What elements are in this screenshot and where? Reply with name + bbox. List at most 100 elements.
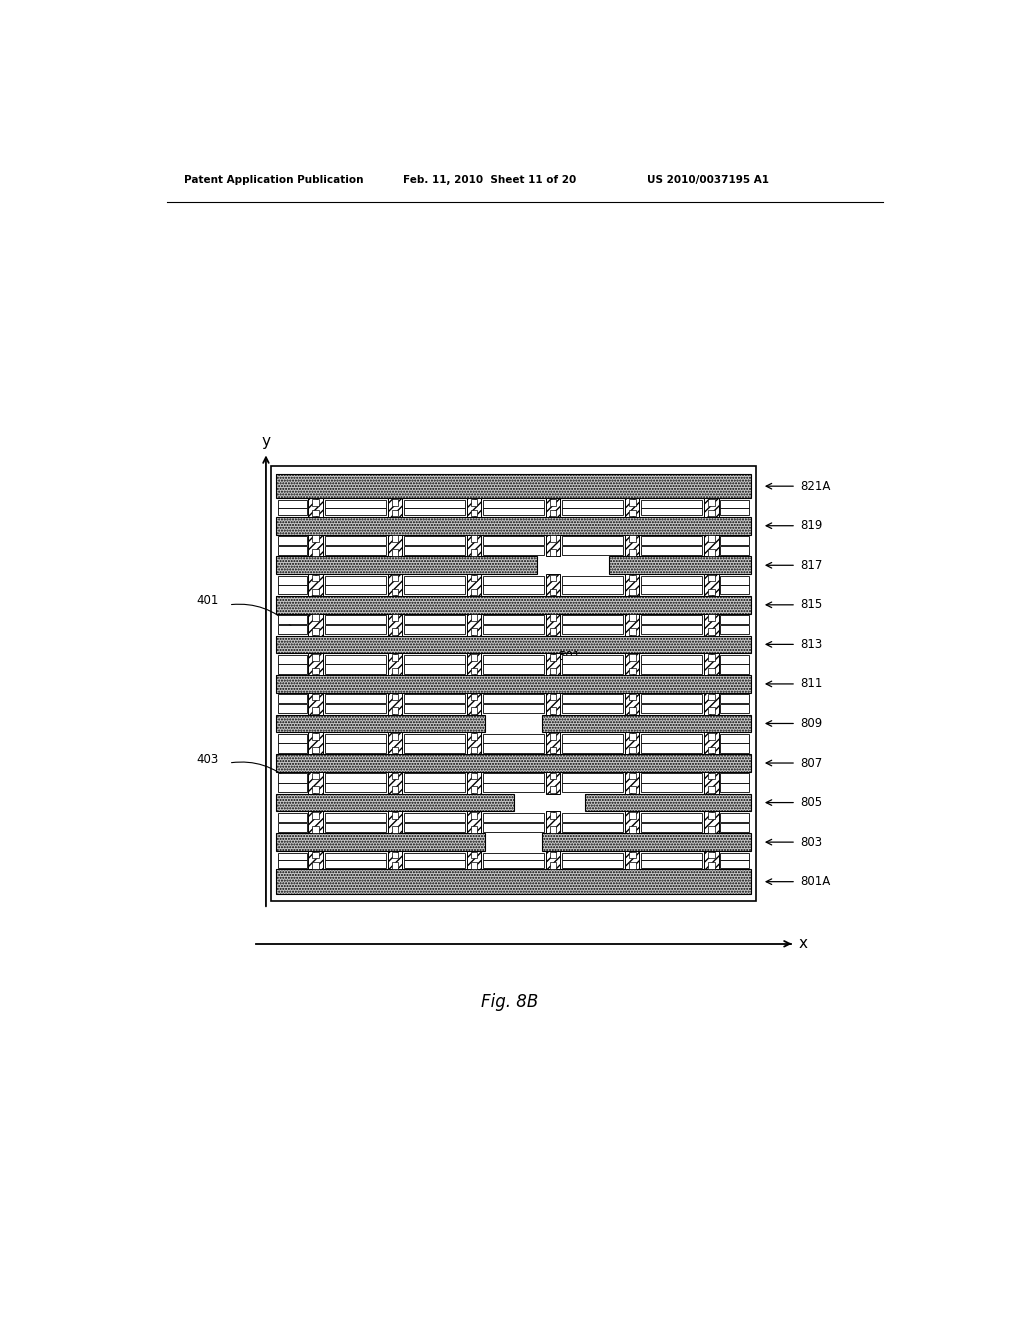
Bar (550, 862, 556, 869)
Bar (709, 589, 715, 595)
Text: Feb. 11, 2010  Sheet 11 of 20: Feb. 11, 2010 Sheet 11 of 20 (403, 176, 577, 185)
Bar (626, 535, 640, 557)
Bar (471, 862, 477, 869)
Bar (550, 536, 556, 543)
Bar (403, 664, 465, 673)
Bar (483, 545, 544, 554)
Bar (403, 508, 465, 515)
Bar (312, 708, 318, 714)
Bar (276, 557, 538, 574)
Bar (720, 813, 749, 822)
Bar (562, 664, 624, 673)
Bar (641, 813, 702, 822)
Bar (483, 585, 544, 594)
Bar (403, 743, 465, 752)
Bar (388, 653, 402, 675)
Bar (279, 813, 307, 822)
Bar (325, 500, 386, 508)
Bar (391, 733, 398, 739)
Bar (312, 747, 318, 754)
Bar (483, 853, 544, 861)
Bar (279, 664, 307, 673)
Bar (325, 576, 386, 585)
Bar (641, 576, 702, 585)
Bar (279, 774, 307, 783)
Bar (279, 734, 307, 743)
Bar (546, 574, 560, 595)
Bar (391, 747, 398, 754)
Bar (641, 783, 702, 792)
Bar (562, 783, 624, 792)
Bar (546, 693, 560, 714)
Bar (705, 535, 719, 557)
Bar (720, 743, 749, 752)
Bar (705, 693, 719, 714)
Bar (562, 822, 624, 832)
Bar (709, 862, 715, 869)
Bar (483, 774, 544, 783)
Bar (483, 694, 544, 704)
Bar (709, 812, 715, 818)
Bar (325, 704, 386, 713)
Bar (279, 585, 307, 594)
Bar (325, 861, 386, 867)
Bar (705, 653, 719, 675)
Bar (483, 536, 544, 545)
Bar (608, 557, 751, 574)
Bar (403, 813, 465, 822)
Bar (562, 655, 624, 664)
Bar (626, 574, 640, 595)
Bar (483, 704, 544, 713)
Bar (471, 614, 477, 620)
Bar (276, 833, 485, 851)
Bar (483, 655, 544, 664)
Text: 801A: 801A (801, 875, 830, 888)
Bar (629, 499, 636, 506)
Bar (276, 595, 751, 614)
Text: 805: 805 (801, 796, 823, 809)
Bar (483, 734, 544, 743)
Bar (641, 545, 702, 554)
Bar (709, 668, 715, 675)
Bar (276, 833, 485, 851)
Bar (550, 668, 556, 675)
Bar (709, 787, 715, 793)
Bar (546, 653, 560, 675)
Bar (709, 693, 715, 700)
Bar (641, 624, 702, 634)
Bar (562, 853, 624, 861)
Bar (562, 500, 624, 508)
Bar (325, 694, 386, 704)
Bar (585, 793, 751, 812)
Bar (325, 508, 386, 515)
Text: 815: 815 (801, 598, 823, 611)
Bar (312, 772, 318, 779)
Bar (720, 774, 749, 783)
Bar (546, 772, 560, 793)
Bar (720, 508, 749, 515)
Bar (308, 851, 323, 870)
Bar (403, 585, 465, 594)
Bar (550, 787, 556, 793)
Text: Fig. 8B: Fig. 8B (480, 993, 538, 1011)
Bar (626, 733, 640, 754)
Bar (705, 851, 719, 870)
Bar (720, 655, 749, 664)
Bar (312, 733, 318, 739)
Bar (279, 853, 307, 861)
Bar (279, 743, 307, 752)
Bar (308, 535, 323, 557)
Bar (403, 822, 465, 832)
Bar (391, 614, 398, 620)
Bar (550, 826, 556, 833)
Bar (629, 851, 636, 858)
Bar (562, 861, 624, 867)
Bar (471, 653, 477, 660)
Bar (550, 733, 556, 739)
Bar (276, 595, 751, 614)
Bar (546, 812, 560, 833)
Bar (471, 747, 477, 754)
Bar (562, 624, 624, 634)
Bar (471, 536, 477, 543)
Bar (471, 668, 477, 675)
